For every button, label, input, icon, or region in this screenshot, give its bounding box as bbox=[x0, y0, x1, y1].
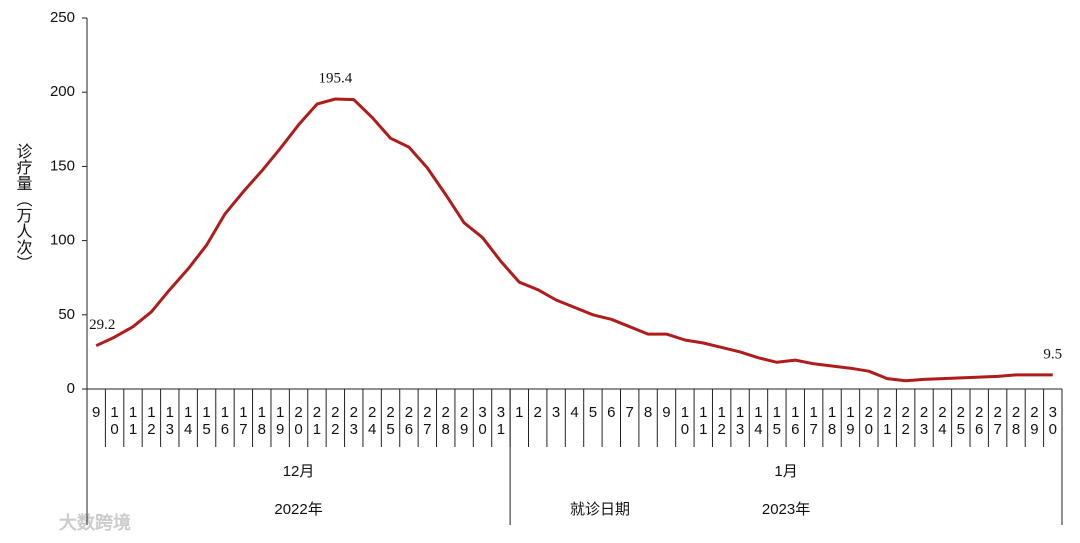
x-tick-label: 13 bbox=[161, 404, 178, 438]
data-label: 9.5 bbox=[1043, 346, 1062, 362]
x-tick-label: 30 bbox=[1044, 404, 1061, 438]
x-tick-label: 10 bbox=[106, 404, 123, 438]
data-label: 29.2 bbox=[89, 317, 115, 333]
year-label: 2022年 bbox=[274, 501, 322, 518]
x-tick-label: 20 bbox=[290, 404, 307, 438]
x-tick-label: 9 bbox=[658, 404, 675, 421]
x-tick-label: 13 bbox=[732, 404, 749, 438]
x-tick-label: 22 bbox=[897, 404, 914, 438]
x-tick-label: 17 bbox=[805, 404, 822, 438]
x-tick-label: 20 bbox=[860, 404, 877, 438]
x-tick-label: 29 bbox=[456, 404, 473, 438]
y-tick-label: 150 bbox=[50, 157, 75, 174]
month-label: 1月 bbox=[774, 463, 797, 480]
x-tick-label: 2 bbox=[529, 404, 546, 421]
x-tick-label: 24 bbox=[364, 404, 381, 438]
x-tick-label: 16 bbox=[787, 404, 804, 438]
x-tick-label: 29 bbox=[1026, 404, 1043, 438]
x-tick-label: 27 bbox=[989, 404, 1006, 438]
x-tick-label: 21 bbox=[308, 404, 325, 438]
x-tick-label: 7 bbox=[621, 404, 638, 421]
x-tick-label: 6 bbox=[603, 404, 620, 421]
x-tick-label: 14 bbox=[180, 404, 197, 438]
x-tick-label: 3 bbox=[548, 404, 565, 421]
x-tick-label: 26 bbox=[400, 404, 417, 438]
x-axis-label: 就诊日期 bbox=[570, 501, 630, 518]
x-tick-label: 28 bbox=[437, 404, 454, 438]
x-tick-label: 23 bbox=[916, 404, 933, 438]
x-tick-label: 18 bbox=[253, 404, 270, 438]
year-label: 2023年 bbox=[762, 501, 810, 518]
y-axis-label: 诊疗量（万人次） bbox=[14, 143, 33, 271]
x-tick-label: 11 bbox=[695, 404, 712, 438]
x-tick-label: 25 bbox=[382, 404, 399, 438]
data-label: 195.4 bbox=[318, 70, 352, 86]
y-tick-label: 250 bbox=[50, 9, 75, 26]
x-tick-label: 9 bbox=[88, 404, 105, 421]
x-tick-label: 25 bbox=[952, 404, 969, 438]
x-tick-label: 4 bbox=[566, 404, 583, 421]
y-tick-label: 100 bbox=[50, 232, 75, 249]
y-tick-label: 50 bbox=[58, 306, 75, 323]
x-tick-label: 16 bbox=[216, 404, 233, 438]
x-tick-label: 26 bbox=[971, 404, 988, 438]
x-tick-label: 18 bbox=[824, 404, 841, 438]
x-tick-label: 19 bbox=[842, 404, 859, 438]
x-tick-label: 12 bbox=[713, 404, 730, 438]
x-tick-label: 22 bbox=[327, 404, 344, 438]
x-tick-label: 8 bbox=[640, 404, 657, 421]
month-label: 12月 bbox=[283, 463, 315, 480]
y-tick-label: 0 bbox=[67, 380, 75, 397]
watermark: 大数跨境 bbox=[59, 512, 131, 533]
x-tick-label: 15 bbox=[768, 404, 785, 438]
x-tick-label: 30 bbox=[474, 404, 491, 438]
x-tick-label: 28 bbox=[1008, 404, 1025, 438]
x-tick-label: 1 bbox=[511, 404, 528, 421]
x-tick-label: 27 bbox=[419, 404, 436, 438]
y-tick-label: 200 bbox=[50, 83, 75, 100]
x-tick-label: 12 bbox=[143, 404, 160, 438]
x-tick-label: 24 bbox=[934, 404, 951, 438]
x-tick-label: 5 bbox=[584, 404, 601, 421]
x-tick-label: 31 bbox=[492, 404, 509, 438]
x-tick-label: 19 bbox=[272, 404, 289, 438]
series-line bbox=[95, 97, 1053, 383]
x-tick-label: 21 bbox=[879, 404, 896, 438]
x-tick-label: 14 bbox=[750, 404, 767, 438]
x-tick-label: 15 bbox=[198, 404, 215, 438]
x-tick-label: 23 bbox=[345, 404, 362, 438]
x-tick-label: 11 bbox=[124, 404, 141, 438]
x-tick-label: 17 bbox=[235, 404, 252, 438]
x-tick-label: 10 bbox=[676, 404, 693, 438]
